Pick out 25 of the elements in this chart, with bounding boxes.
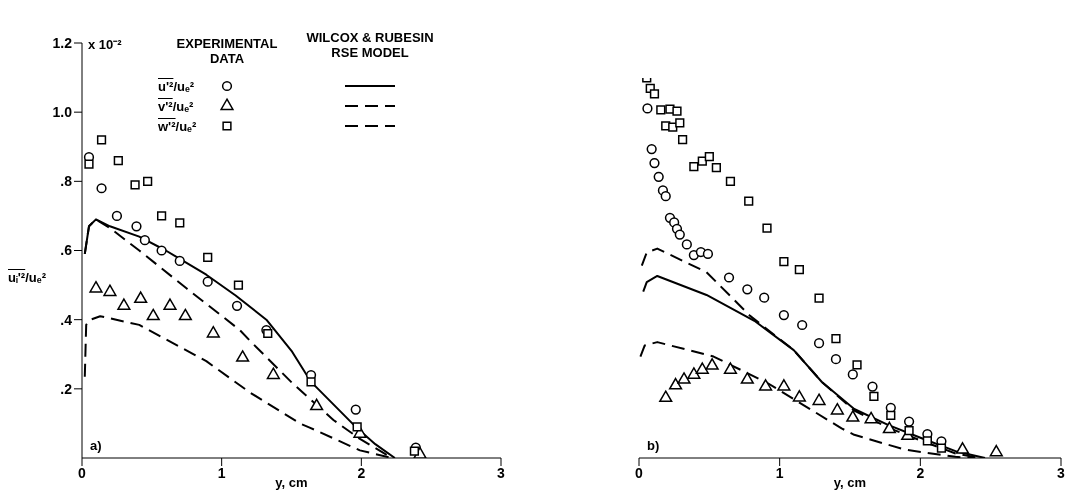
x-tick-label: 2 [916,464,925,481]
x-axis-title: y, cm [833,475,867,490]
y-tick-label: 1.0 [52,104,73,121]
x-tick-label: 2 [357,464,366,481]
annotation: EXPERIMENTAL DATA [175,36,279,66]
annotation: WILCOX & RUBESIN RSE MODEL [305,30,435,60]
annotation: x 10⁻² [88,36,122,53]
y-tick-label: .8 [60,173,73,190]
annotation: b) [647,438,660,453]
x-axis-title: y, cm [275,475,308,490]
x-tick-label: 1 [775,464,784,481]
y-tick-label: .6 [60,242,73,259]
y-axis-title: uᵢ'²/uₑ² [8,270,46,285]
y-tick-label: .2 [60,380,73,397]
x-tick-label: 1 [217,464,226,481]
legend-label: w'²/uₑ² [158,118,197,134]
x-tick-label: 0 [78,464,87,481]
legend-label: v'²/uₑ² [158,98,194,114]
legend-label: u'²/uₑ² [158,78,195,94]
x-tick-label: 3 [497,464,506,481]
annotation: a) [90,438,102,453]
x-tick-label: 3 [1057,464,1066,481]
y-tick-label: .4 [60,311,73,328]
x-tick-label: 0 [635,464,644,481]
y-tick-label: 1.2 [52,34,73,51]
